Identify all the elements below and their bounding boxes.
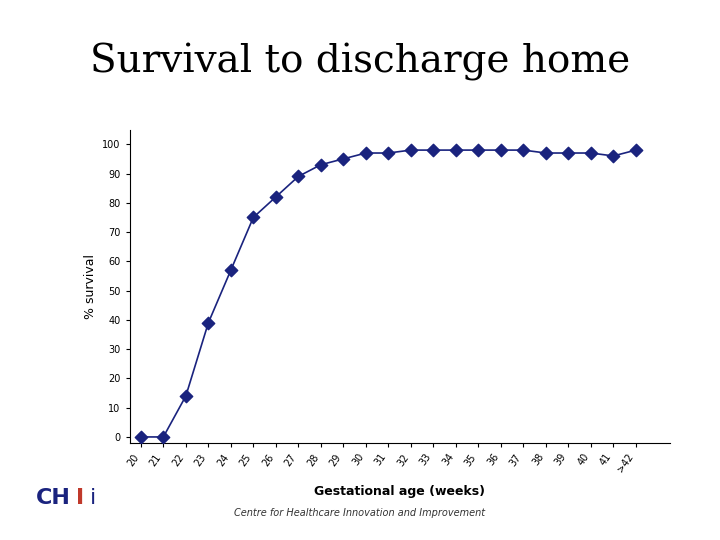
Point bbox=[562, 148, 574, 157]
Point bbox=[360, 148, 372, 157]
Point bbox=[540, 148, 552, 157]
Text: Survival to discharge home: Survival to discharge home bbox=[90, 43, 630, 81]
Point bbox=[248, 213, 259, 222]
Point bbox=[428, 146, 439, 154]
Point bbox=[225, 266, 237, 274]
Point bbox=[585, 148, 597, 157]
Point bbox=[180, 392, 192, 400]
X-axis label: Gestational age (weeks): Gestational age (weeks) bbox=[314, 485, 485, 498]
Point bbox=[518, 146, 529, 154]
Point bbox=[382, 148, 394, 157]
Text: I: I bbox=[76, 488, 84, 508]
Point bbox=[270, 193, 282, 201]
Point bbox=[405, 146, 417, 154]
Point bbox=[472, 146, 484, 154]
Point bbox=[292, 172, 304, 181]
Point bbox=[630, 146, 642, 154]
Text: CH: CH bbox=[36, 488, 71, 508]
Point bbox=[135, 433, 147, 441]
Point bbox=[608, 152, 619, 160]
Point bbox=[450, 146, 462, 154]
Point bbox=[158, 433, 169, 441]
Text: i: i bbox=[90, 488, 96, 508]
Point bbox=[315, 160, 327, 169]
Point bbox=[495, 146, 507, 154]
Text: Centre for Healthcare Innovation and Improvement: Centre for Healthcare Innovation and Imp… bbox=[235, 508, 485, 518]
Point bbox=[338, 154, 349, 163]
Y-axis label: % survival: % survival bbox=[84, 254, 96, 319]
Point bbox=[202, 319, 214, 327]
